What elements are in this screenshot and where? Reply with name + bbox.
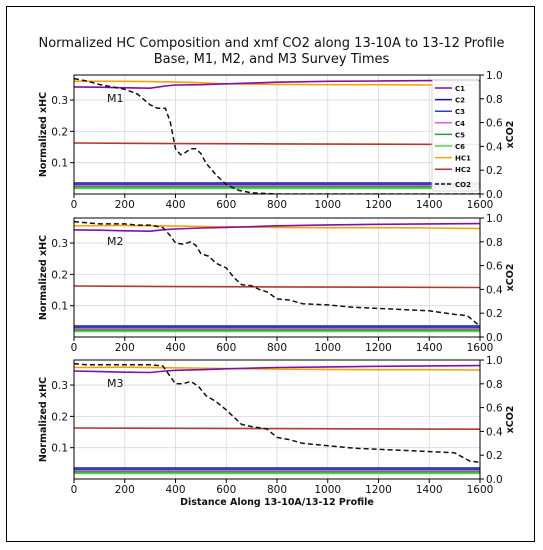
legend-label-co2: CO2 (455, 181, 471, 189)
y2-tick-label: 0.6 (486, 261, 503, 273)
y2-tick-label: 0.2 (486, 165, 503, 177)
panel-label: M1 (107, 92, 124, 105)
x-tick-label: 1200 (365, 199, 392, 211)
legend-box (431, 79, 480, 192)
y2-tick-label: 0.2 (486, 450, 503, 462)
x-tick-label: 200 (115, 199, 135, 211)
series-line-hc2 (74, 142, 480, 146)
y2-tick-label: 1.0 (486, 70, 503, 82)
y2-tick-label: 0.4 (486, 426, 503, 438)
panel-1: 0 200 400 600 800 1000 1200 1400 1600 0.1 0.2 0.3 0.… (38, 70, 516, 211)
series-line-hc1 (74, 366, 480, 371)
panel-label: M2 (107, 235, 124, 248)
x-tick-label: 1200 (365, 484, 392, 496)
x-axis-label: Distance Along 13-10A/13-12 Profile (180, 497, 374, 508)
series-line-co2 (74, 220, 480, 327)
y2-tick-label: 0.0 (486, 332, 503, 344)
x-tick-label: 1400 (416, 199, 443, 211)
y2-tick-label: 0.8 (486, 94, 503, 106)
legend-label-c6: C6 (455, 143, 465, 151)
legend-label-c3: C3 (455, 108, 465, 116)
x-tick-label: 400 (165, 342, 185, 354)
panel-2: 0 200 400 600 800 1000 1200 1400 1600 0.1 0.2 0.3 0.… (38, 213, 516, 354)
y2-tick-label: 1.0 (486, 355, 503, 367)
x-tick-label: 400 (165, 484, 185, 496)
y2-tick-label: 1.0 (486, 213, 503, 225)
y2-tick-label: 0.0 (486, 189, 503, 201)
x-tick-label: 800 (267, 199, 287, 211)
x-tick-label: 0 (71, 484, 78, 496)
legend-label-c5: C5 (455, 131, 465, 139)
y-tick-label: 0.2 (51, 411, 68, 423)
legend: C1 C2 C3 C4 C5 C6 HC1 HC2 CO2 (431, 79, 480, 192)
series-line-c1 (74, 79, 480, 89)
series-line-c1 (74, 222, 480, 232)
x-tick-label: 1600 (467, 199, 494, 211)
title-line-1: Normalized HC Composition and xmf CO2 al… (38, 36, 505, 51)
y2-tick-label: 0.4 (486, 141, 503, 153)
x-tick-label: 1600 (467, 484, 494, 496)
y-tick-label: 0.3 (51, 238, 68, 250)
panel-label: M3 (107, 377, 124, 390)
y2-tick-label: 0.8 (486, 237, 503, 249)
panel-3: 0 200 400 600 800 1000 1200 1400 1600 0.1 0.2 0.3 0.… (38, 355, 516, 508)
x-tick-label: 200 (115, 484, 135, 496)
y2-tick-label: 0.8 (486, 379, 503, 391)
x-tick-label: 600 (216, 484, 236, 496)
x-tick-label: 1000 (314, 199, 341, 211)
x-tick-label: 1600 (467, 342, 494, 354)
legend-label-c1: C1 (455, 85, 465, 93)
x-tick-label: 1400 (416, 342, 443, 354)
x-tick-label: 200 (115, 342, 135, 354)
legend-label-hc1: HC1 (455, 155, 471, 163)
y2-axis-label: xCO2 (505, 264, 516, 292)
y2-tick-label: 0.4 (486, 284, 503, 296)
title-line-2: Base, M1, M2, and M3 Survey Times (153, 52, 390, 67)
x-tick-label: 800 (267, 484, 287, 496)
legend-label-c4: C4 (455, 120, 465, 128)
y-axis-label: Normalized xHC (38, 235, 49, 320)
y-tick-label: 0.1 (51, 158, 68, 170)
x-tick-label: 600 (216, 342, 236, 354)
y2-axis-label: xCO2 (505, 406, 516, 434)
y-tick-label: 0.1 (51, 443, 68, 455)
x-tick-label: 1400 (416, 484, 443, 496)
y2-axis-label: xCO2 (505, 121, 516, 149)
y2-tick-label: 0.0 (486, 474, 503, 486)
x-tick-label: 1200 (365, 342, 392, 354)
y2-tick-label: 0.2 (486, 308, 503, 320)
x-tick-label: 1000 (314, 484, 341, 496)
x-tick-label: 1000 (314, 342, 341, 354)
series-line-hc1 (74, 80, 480, 86)
chart-title: Normalized HC Composition and xmf CO2 al… (0, 36, 543, 68)
y-axis-label: Normalized xHC (38, 92, 49, 177)
legend-label-hc2: HC2 (455, 166, 471, 174)
y-tick-label: 0.3 (51, 380, 68, 392)
x-tick-label: 800 (267, 342, 287, 354)
y-tick-label: 0.3 (51, 95, 68, 107)
y-tick-label: 0.1 (51, 301, 68, 313)
x-tick-label: 0 (71, 342, 78, 354)
x-tick-label: 400 (165, 199, 185, 211)
legend-label-c2: C2 (455, 97, 465, 105)
x-tick-label: 0 (71, 199, 78, 211)
y2-tick-label: 0.6 (486, 403, 503, 415)
series-line-hc2 (74, 285, 480, 289)
series-line-c1 (74, 364, 480, 374)
series-line-hc2 (74, 427, 480, 431)
y2-tick-label: 0.6 (486, 118, 503, 130)
y-tick-label: 0.2 (51, 269, 68, 281)
y-tick-label: 0.2 (51, 126, 68, 138)
x-tick-label: 600 (216, 199, 236, 211)
series-line-co2 (74, 362, 480, 464)
y-axis-label: Normalized xHC (38, 377, 49, 462)
